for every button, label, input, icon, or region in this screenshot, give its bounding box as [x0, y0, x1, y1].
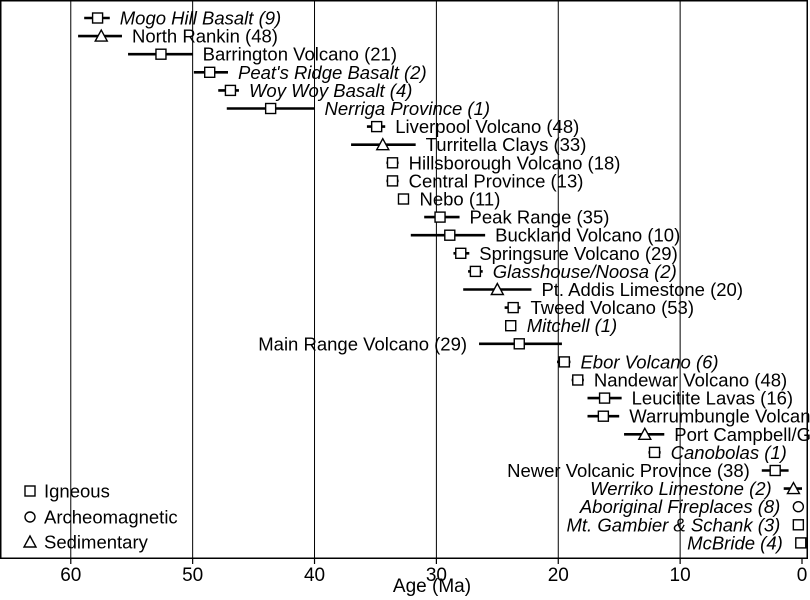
- entry-label: Springsure Volcano (29): [479, 243, 677, 264]
- entry-label: Nebo (11): [419, 189, 500, 210]
- square-marker: [505, 320, 517, 332]
- entry-label: Aboriginal Fireplaces (8): [579, 496, 781, 517]
- legend: Igneous Archeomagnetic Sedimentary: [22, 481, 178, 553]
- entry-label: Tweed Volcano (53): [530, 297, 694, 318]
- triangle-marker: [490, 282, 505, 296]
- entry-label: Liverpool Volcano (48): [395, 116, 579, 137]
- x-tick-label: 0: [797, 565, 808, 586]
- entry-label: Warrumbungle Volcano (18): [629, 406, 810, 427]
- entry-label: Peak Range (35): [470, 207, 610, 228]
- entry-label: Port Campbell/Glenample Fm. (30): [674, 424, 810, 445]
- entry-label: North Rankin (48): [132, 26, 278, 47]
- x-tick-label: 60: [60, 565, 81, 586]
- entry-label: Barrington Volcano (21): [203, 44, 397, 65]
- entry-label: Hillsborough Volcano (18): [409, 152, 621, 173]
- square-marker: [572, 374, 584, 386]
- triangle-marker: [375, 137, 390, 151]
- legend-label: Archeomagnetic: [44, 507, 178, 528]
- square-marker: [455, 247, 467, 260]
- square-marker: [598, 392, 611, 404]
- square-marker: [469, 265, 482, 278]
- entry-label: McBride (4): [687, 532, 783, 553]
- x-axis-ticks: 60 50 40 30 20 10 0: [60, 558, 807, 586]
- x-tick-label: 40: [304, 565, 325, 586]
- square-marker: [204, 66, 216, 79]
- entry-label: Leucitite Lavas (16): [632, 388, 793, 409]
- entry-label: Turritella Clays (33): [426, 134, 587, 155]
- entry-label: Nandewar Volcano (48): [594, 370, 787, 391]
- square-marker: [155, 48, 167, 60]
- legend-circle-marker: [24, 511, 36, 523]
- x-tick-label: 10: [670, 565, 691, 586]
- square-marker: [434, 211, 446, 223]
- data-marks: [78, 12, 807, 549]
- circle-marker: [792, 501, 805, 513]
- entry-label: Main Range Volcano (29): [258, 333, 467, 354]
- square-marker: [397, 193, 410, 205]
- entry-label: Mt. Gambier & Schank (3): [567, 514, 781, 535]
- triangle-marker: [637, 426, 652, 440]
- square-marker: [370, 120, 383, 133]
- x-tick-label: 30: [426, 565, 447, 586]
- triangle-marker: [94, 28, 109, 42]
- square-marker: [648, 446, 661, 459]
- gridlines: [70, 1, 681, 558]
- square-marker: [264, 102, 277, 115]
- square-marker: [91, 12, 104, 24]
- entry-label: Newer Volcanic Province (38): [507, 460, 750, 481]
- x-axis-label: Age (Ma): [393, 576, 471, 597]
- legend-square-marker: [24, 485, 36, 497]
- x-tick-label: 50: [182, 565, 203, 586]
- square-marker: [386, 175, 399, 187]
- triangle-marker: [786, 481, 801, 495]
- legend-label: Igneous: [44, 481, 110, 502]
- legend-label: Sedimentary: [44, 532, 149, 553]
- square-marker: [386, 157, 399, 169]
- square-marker: [513, 338, 525, 350]
- square-marker: [792, 519, 805, 531]
- plot-frame: [0, 0, 808, 559]
- square-marker: [769, 464, 781, 477]
- square-marker: [507, 301, 519, 314]
- x-tick-label: 20: [548, 565, 569, 586]
- entry-label: Pt. Addis Limestone (20): [541, 279, 743, 300]
- square-marker: [597, 410, 610, 422]
- entry-label: Buckland Volcano (10): [495, 225, 680, 246]
- square-marker: [224, 84, 237, 97]
- entry-label: Glasshouse/Noosa (2): [493, 261, 677, 282]
- entry-label: Woy Woy Basalt (4): [249, 80, 412, 101]
- entry-label: Werriko Limestone (2): [590, 478, 772, 499]
- entry-label: Central Province (13): [409, 170, 584, 191]
- entry-label: Nerriga Province (1): [325, 98, 491, 119]
- entry-label: Canobolas (1): [671, 442, 787, 463]
- legend-triangle-marker: [22, 534, 38, 548]
- square-marker: [795, 537, 807, 549]
- entry-label: Mogo Hill Basalt (9): [120, 8, 281, 29]
- square-marker: [558, 356, 571, 368]
- square-marker: [444, 229, 456, 241]
- entry-label: Mitchell (1): [527, 315, 617, 336]
- entry-label: Peat's Ridge Basalt (2): [238, 62, 427, 83]
- entry-label: Ebor Volcano (6): [580, 351, 718, 372]
- entry-labels: Mogo Hill Basalt (9)North Rankin (48)Bar…: [120, 8, 810, 554]
